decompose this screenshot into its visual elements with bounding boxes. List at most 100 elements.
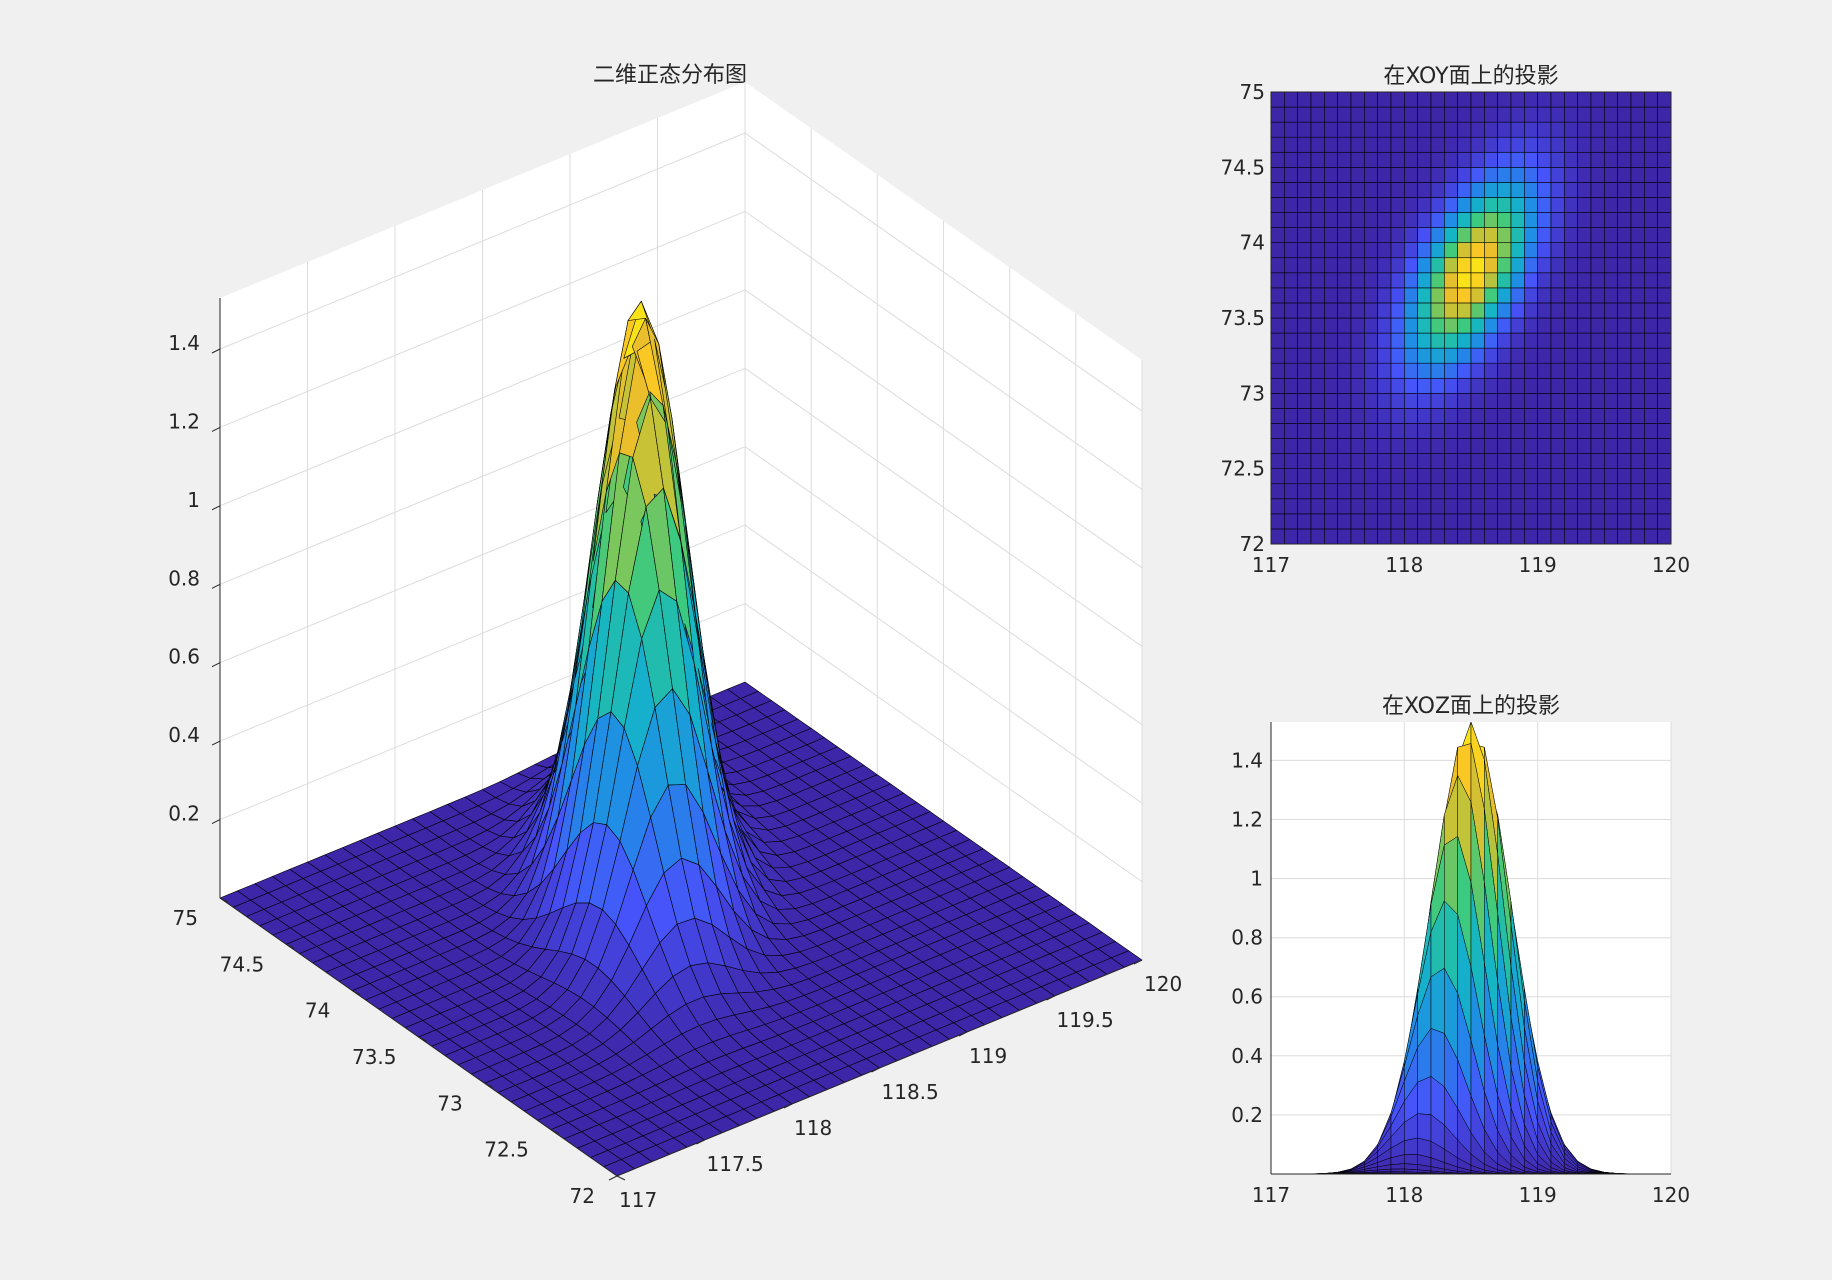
heatmap-cell — [1657, 317, 1672, 334]
heatmap-cell — [1484, 136, 1498, 153]
heatmap-cell — [1550, 453, 1565, 469]
heatmap-cell — [1617, 106, 1632, 123]
heatmap-cell — [1430, 197, 1445, 213]
heatmap-cell — [1537, 212, 1552, 228]
heatmap-cell — [1470, 227, 1485, 243]
heatmap-cell — [1390, 257, 1405, 274]
z-tick-label: 1.2 — [168, 409, 200, 433]
heatmap-cell — [1417, 362, 1432, 379]
heatmap-cell — [1617, 498, 1632, 515]
heatmap-cell — [1497, 377, 1512, 394]
heatmap-cell — [1310, 393, 1325, 409]
heatmap-cell — [1537, 151, 1552, 168]
heatmap-cell — [1297, 362, 1312, 379]
x-tick-mark — [608, 1175, 618, 1181]
heatmap-cell — [1564, 332, 1578, 349]
x-tick-mark — [1133, 959, 1143, 965]
heatmap-cell — [1510, 468, 1525, 485]
heatmap-cell — [1284, 498, 1298, 515]
heatmap-cell — [1537, 468, 1552, 485]
heatmap-cell — [1297, 393, 1312, 409]
heatmap-cell — [1404, 347, 1418, 364]
heatmap-cell — [1417, 528, 1432, 545]
heatmap-cell — [1297, 438, 1312, 454]
heatmap-cell — [1537, 167, 1552, 183]
heatmap-cell — [1564, 498, 1578, 515]
heatmap-cell — [1524, 408, 1538, 424]
heatmap-cell — [1630, 347, 1645, 364]
heatmap-cell — [1657, 257, 1672, 274]
heatmap-cell — [1524, 393, 1538, 409]
xoz-z-tick-label: 0.6 — [1231, 985, 1263, 1009]
heatmap-cell — [1404, 377, 1418, 394]
xoy-x-tick-label: 118 — [1385, 553, 1423, 577]
heatmap-cell — [1470, 167, 1485, 183]
heatmap-cell — [1617, 423, 1632, 439]
heatmap-cell — [1457, 347, 1472, 364]
heatmap-cell — [1390, 167, 1405, 183]
heatmap-cell — [1550, 377, 1565, 394]
heatmap-cell — [1337, 362, 1352, 379]
heatmap-cell — [1430, 212, 1445, 228]
heatmap-cell — [1390, 151, 1405, 168]
heatmap-cell — [1470, 272, 1485, 289]
heatmap-cell — [1444, 136, 1458, 153]
heatmap-cell — [1510, 332, 1525, 349]
heatmap-cell — [1377, 121, 1392, 138]
heatmap-cell — [1284, 362, 1298, 379]
heatmap-cell — [1364, 408, 1378, 424]
heatmap-cell — [1510, 136, 1525, 153]
heatmap-cell — [1444, 272, 1458, 289]
heatmap-cell — [1537, 453, 1552, 469]
heatmap-cell — [1524, 287, 1538, 304]
y-tick-label: 72.5 — [484, 1138, 529, 1162]
heatmap-cell — [1417, 408, 1432, 424]
heatmap-cell — [1337, 227, 1352, 243]
x-tick-label: 118 — [794, 1116, 832, 1140]
heatmap-cell — [1537, 272, 1552, 289]
heatmap-cell — [1417, 377, 1432, 394]
heatmap-cell — [1484, 302, 1498, 319]
heatmap-cell — [1430, 332, 1445, 349]
heatmap-cell — [1284, 347, 1298, 364]
xoz-face — [1404, 1154, 1418, 1165]
heatmap-cell — [1550, 423, 1565, 439]
heatmap-cell — [1350, 408, 1365, 424]
heatmap-cell — [1510, 91, 1525, 108]
y-tick-label: 73 — [437, 1091, 462, 1115]
heatmap-cell — [1444, 302, 1458, 319]
heatmap-cell — [1390, 136, 1405, 153]
heatmap-cell — [1430, 408, 1445, 424]
heatmap-cell — [1297, 151, 1312, 168]
heatmap-cell — [1390, 227, 1405, 243]
heatmap-cell — [1644, 212, 1658, 228]
xoy-x-tick-label: 120 — [1652, 553, 1690, 577]
heatmap-cell — [1484, 242, 1498, 259]
heatmap-cell — [1550, 227, 1565, 243]
heatmap-cell — [1324, 317, 1338, 334]
heatmap-cell — [1590, 272, 1605, 289]
heatmap-cell — [1590, 528, 1605, 545]
heatmap-cell — [1657, 498, 1672, 515]
heatmap-cell — [1337, 212, 1352, 228]
heatmap-cell — [1497, 408, 1512, 424]
heatmap-cell — [1644, 483, 1658, 500]
heatmap-cell — [1537, 257, 1552, 274]
heatmap-cell — [1537, 106, 1552, 123]
heatmap-cell — [1617, 287, 1632, 304]
heatmap-cell — [1604, 302, 1618, 319]
heatmap-cell — [1484, 182, 1498, 198]
heatmap-cell — [1497, 287, 1512, 304]
heatmap-cell — [1404, 212, 1418, 228]
heatmap-cell — [1470, 197, 1485, 213]
heatmap-cell — [1657, 197, 1672, 213]
heatmap-cell — [1630, 408, 1645, 424]
heatmap-cell — [1350, 272, 1365, 289]
heatmap-cell — [1524, 317, 1538, 334]
heatmap-cell — [1390, 483, 1405, 500]
heatmap-cell — [1630, 182, 1645, 198]
heatmap-cell — [1364, 272, 1378, 289]
heatmap-cell — [1337, 151, 1352, 168]
heatmap-cell — [1337, 257, 1352, 274]
heatmap-cell — [1497, 528, 1512, 545]
